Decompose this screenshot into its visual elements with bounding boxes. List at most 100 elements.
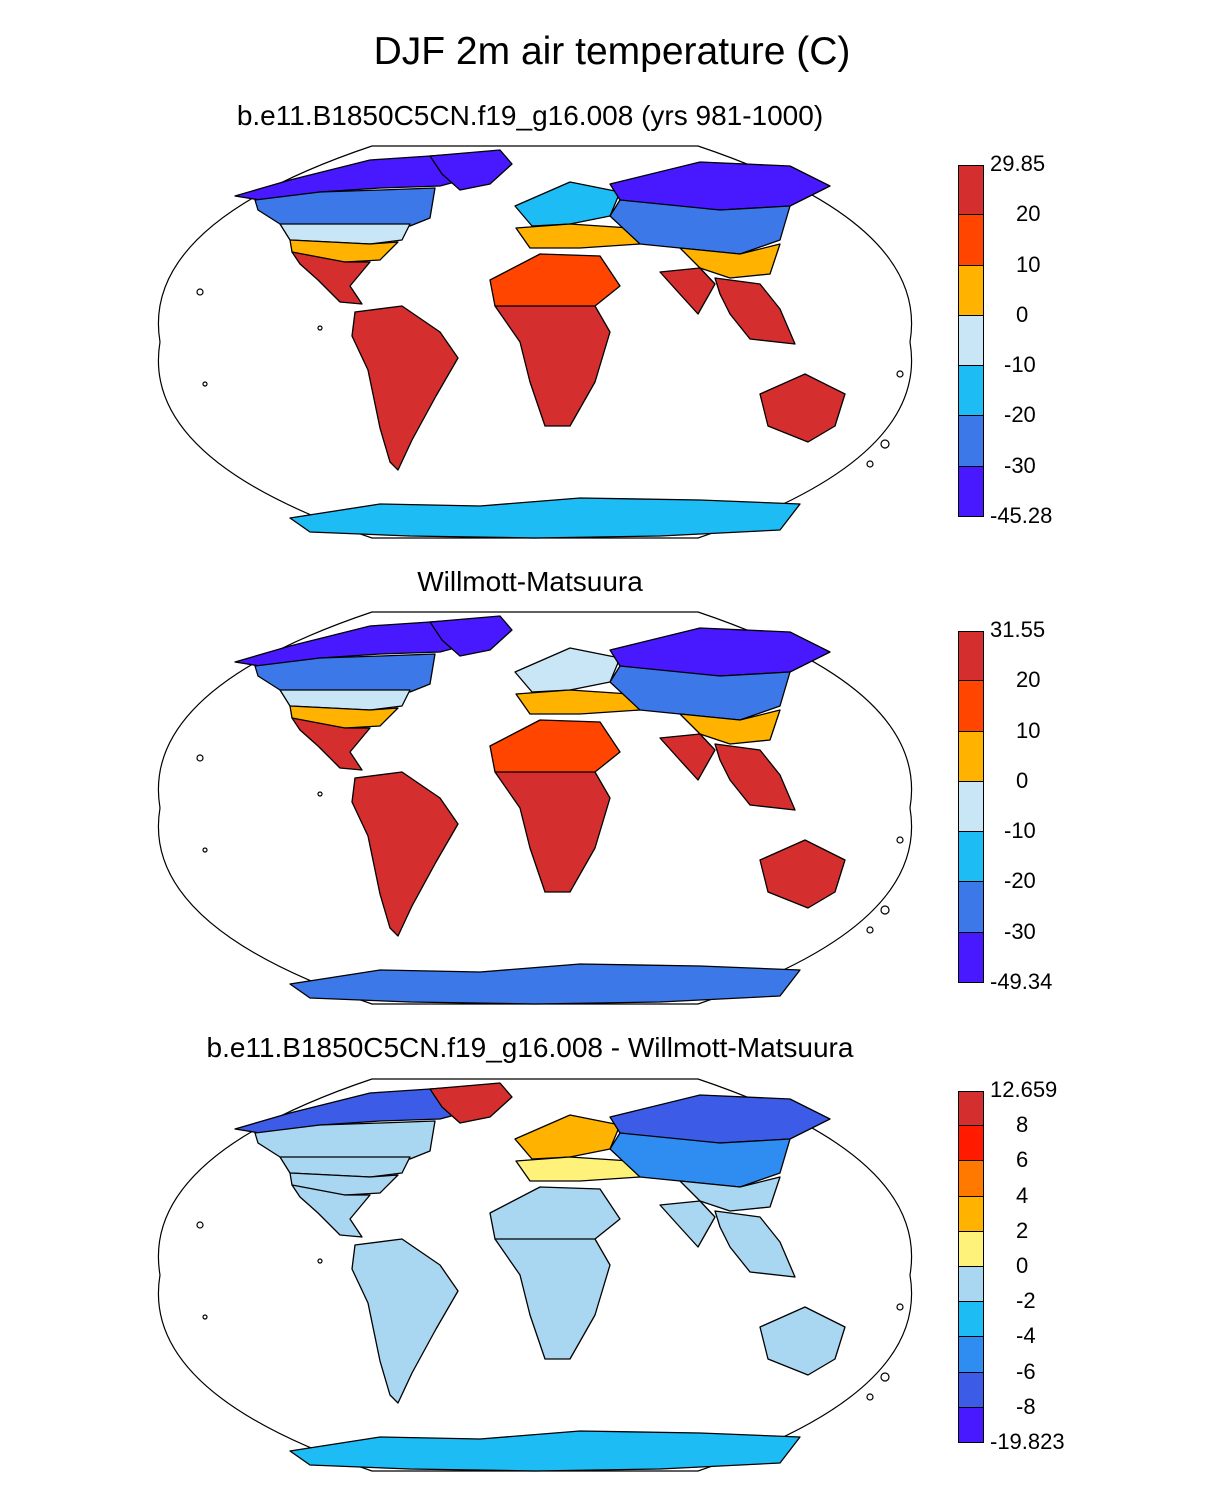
colorbar-swatch xyxy=(958,1302,984,1338)
colorbar-tick-label: -4 xyxy=(1016,1323,1036,1349)
region-africa-south xyxy=(494,305,611,427)
colorbar-tick-label: -2 xyxy=(1016,1288,1036,1314)
region-australia xyxy=(759,373,846,443)
colorbar-swatch xyxy=(958,416,984,467)
colorbar-swatch xyxy=(958,681,984,732)
colorbar-swatch xyxy=(958,932,984,983)
island-outline xyxy=(896,836,904,844)
colorbar-swatch xyxy=(958,1091,984,1127)
colorbar-tick-label: 2 xyxy=(1016,1217,1029,1243)
colorbar-tick-label: 10 xyxy=(1016,717,1041,743)
colorbar-tick-label: 0 xyxy=(1016,1253,1029,1278)
colorbar-swatch xyxy=(958,215,984,266)
region-antarctica xyxy=(289,497,801,539)
colorbar-tick-label: 0 xyxy=(1016,301,1029,327)
region-europe-south xyxy=(515,223,641,249)
colorbar-tick-label: -30 xyxy=(1004,452,1036,478)
island-outline xyxy=(202,381,208,387)
region-india xyxy=(659,1200,716,1248)
colorbar-swatch xyxy=(958,1266,984,1303)
region-europe-south xyxy=(515,1156,641,1182)
main-title: DJF 2m air temperature (C) xyxy=(373,30,851,73)
region-south-america xyxy=(351,771,459,937)
colorbar-swatch xyxy=(958,1407,984,1443)
colorbar-tick-label: -19.823 xyxy=(990,1429,1065,1454)
colorbar-tick-label: 4 xyxy=(1016,1182,1029,1208)
colorbar-tick-label: -6 xyxy=(1016,1358,1036,1384)
colorbar-swatch xyxy=(958,731,984,782)
colorbar-tick-label: -8 xyxy=(1016,1393,1036,1419)
colorbar-tick-label: 20 xyxy=(1016,201,1041,227)
island-outline xyxy=(317,791,323,797)
colorbar-swatch xyxy=(958,1196,984,1232)
colorbar-swatch xyxy=(958,631,984,682)
region-mexico xyxy=(291,717,371,771)
colorbar-swatch xyxy=(958,1337,984,1373)
island-outline xyxy=(866,460,874,468)
region-greenland xyxy=(429,149,513,191)
panel-title-obs: Willmott-Matsuura xyxy=(417,566,643,597)
region-south-america xyxy=(351,1238,459,1404)
colorbar-tick-label: 20 xyxy=(1016,667,1041,693)
colorbar-swatch xyxy=(958,882,984,933)
island-outline xyxy=(896,370,904,378)
colorbar-tick-label: 12.659 xyxy=(990,1077,1058,1102)
region-south-america xyxy=(351,305,459,471)
colorbar-swatch xyxy=(958,1372,984,1408)
colorbar-tick-label: -20 xyxy=(1004,402,1036,428)
region-se-asia xyxy=(714,277,796,345)
colorbar-tick-label: 8 xyxy=(1016,1112,1029,1138)
colorbar-swatch xyxy=(958,366,984,417)
island-outline xyxy=(317,325,323,331)
map-model xyxy=(157,145,913,539)
colorbar-tick-label: -30 xyxy=(1004,918,1036,944)
region-canada-mid xyxy=(254,1120,436,1162)
map-obs xyxy=(157,611,913,1005)
colorbar-swatch xyxy=(958,265,984,316)
island-outline xyxy=(196,754,204,762)
panel-title-diff: b.e11.B1850C5CN.f19_g16.008 - Willmott-M… xyxy=(206,1032,854,1063)
colorbar-swatch xyxy=(958,466,984,517)
colorbar-swatch xyxy=(958,1231,984,1267)
colorbar-swatch xyxy=(958,1126,984,1162)
island-outline xyxy=(866,1393,874,1401)
region-africa-south xyxy=(494,1238,611,1360)
island-outline xyxy=(866,926,874,934)
colorbar-swatch xyxy=(958,832,984,883)
panel-title-model: b.e11.B1850C5CN.f19_g16.008 (yrs 981-100… xyxy=(236,100,824,131)
colorbar-tick-label: 29.85 xyxy=(990,151,1046,176)
colorbar-tick-label: -10 xyxy=(1004,352,1036,378)
region-europe-south xyxy=(515,689,641,715)
colorbar-swatch xyxy=(958,165,984,216)
colorbar-obs xyxy=(958,631,984,983)
region-australia xyxy=(759,839,846,909)
region-mexico xyxy=(291,1184,371,1238)
colorbar-tick-label: 31.55 xyxy=(990,617,1046,642)
colorbar-model xyxy=(958,165,984,517)
colorbar-swatch xyxy=(958,315,984,367)
region-antarctica xyxy=(289,963,801,1005)
region-antarctica xyxy=(289,1430,801,1472)
colorbar-diff xyxy=(958,1091,984,1443)
region-australia xyxy=(759,1306,846,1376)
colorbar-tick-label: 0 xyxy=(1016,767,1029,793)
region-canada-mid xyxy=(254,187,436,229)
island-outline xyxy=(880,439,890,449)
region-africa-south xyxy=(494,771,611,893)
colorbar-tick-label: 10 xyxy=(1016,251,1041,277)
colorbar-swatch xyxy=(958,1161,984,1197)
island-outline xyxy=(196,1221,204,1229)
colorbar-tick-label: -45.28 xyxy=(990,503,1053,528)
region-se-asia xyxy=(714,743,796,811)
region-se-asia xyxy=(714,1210,796,1278)
island-outline xyxy=(880,1372,890,1382)
island-outline xyxy=(896,1303,904,1311)
colorbar-tick-label: -10 xyxy=(1004,818,1036,844)
colorbar-tick-label: -49.34 xyxy=(990,969,1053,994)
colorbar-swatch xyxy=(958,781,984,833)
island-outline xyxy=(880,905,890,915)
island-outline xyxy=(196,288,204,296)
region-india xyxy=(659,733,716,781)
region-greenland xyxy=(429,1082,513,1124)
region-mexico xyxy=(291,251,371,305)
